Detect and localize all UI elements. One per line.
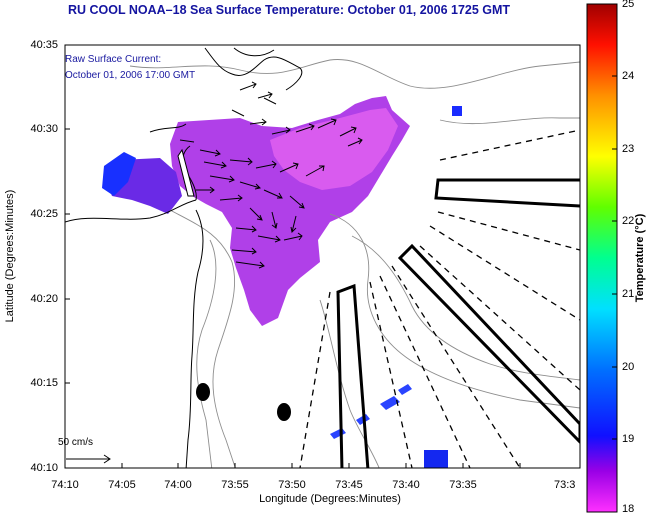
lat-tick-label: 40:30 bbox=[30, 123, 58, 135]
x-axis-label: Longitude (Degrees:Minutes) bbox=[259, 493, 401, 505]
colorbar bbox=[586, 3, 618, 513]
colorbar-title: Temperature (°C) bbox=[634, 213, 646, 303]
lon-tick-label: 73:50 bbox=[278, 479, 306, 491]
axis-ticks bbox=[65, 44, 521, 468]
scale-label: 50 cm/s bbox=[58, 437, 94, 448]
survey-boxes bbox=[336, 178, 580, 468]
sst-patch-north bbox=[452, 106, 462, 116]
lat-tick-label: 40:15 bbox=[30, 377, 58, 389]
sst-patch-se-4 bbox=[398, 384, 412, 395]
colorbar-tick-label: 19 bbox=[622, 433, 635, 445]
colorbar-ticks bbox=[612, 75, 617, 440]
lat-tick-label: 40:20 bbox=[30, 293, 58, 305]
colorbar-tick-label: 21 bbox=[622, 288, 635, 300]
lon-tick-label: 74:00 bbox=[164, 479, 192, 491]
current-vectors bbox=[179, 81, 363, 269]
lon-tick-label: 73:35 bbox=[449, 479, 477, 491]
current-annotation-line1: Raw Surface Current: bbox=[65, 54, 162, 65]
buoy-marker bbox=[196, 383, 210, 401]
buoy-marker bbox=[277, 403, 291, 421]
transect-lines bbox=[299, 129, 580, 468]
colorbar-tick-label: 24 bbox=[622, 70, 635, 82]
lon-tick-label: 74:10 bbox=[51, 479, 79, 491]
survey-box-south bbox=[336, 283, 370, 468]
lat-tick-label: 40:35 bbox=[30, 39, 58, 51]
survey-box-diagonal bbox=[397, 243, 580, 445]
sst-patch-se-2 bbox=[380, 396, 400, 410]
sst-patch-west-blue bbox=[102, 152, 136, 196]
colorbar-tick-label: 18 bbox=[622, 503, 635, 515]
sst-patch-se-3 bbox=[330, 428, 346, 439]
map-title: RU COOL NOAA–18 Sea Surface Temperature:… bbox=[68, 3, 511, 17]
colorbar-tick-label: 25 bbox=[622, 0, 635, 10]
y-axis-label: Latitude (Degrees:Minutes) bbox=[4, 189, 16, 323]
scale-arrow bbox=[66, 454, 111, 464]
lon-tick-label: 73:45 bbox=[335, 479, 363, 491]
colorbar-tick-label: 23 bbox=[622, 143, 635, 155]
coastline bbox=[65, 47, 303, 468]
sst-patch-se-1 bbox=[424, 450, 448, 468]
sst-patch-warm bbox=[270, 108, 398, 190]
lon-tick-label: 73:3 bbox=[554, 479, 576, 491]
lat-tick-label: 40:25 bbox=[30, 208, 58, 220]
lat-tick-label: 40:10 bbox=[30, 462, 58, 474]
colorbar-tick-label: 22 bbox=[622, 215, 635, 227]
colorbar-tick-label: 20 bbox=[622, 361, 635, 373]
lon-tick-label: 74:05 bbox=[108, 479, 136, 491]
current-annotation-line2: October 01, 2006 17:00 GMT bbox=[65, 70, 196, 81]
sst-patches bbox=[102, 96, 462, 468]
lon-tick-label: 73:55 bbox=[221, 479, 249, 491]
survey-box-east bbox=[434, 178, 580, 208]
plot-frame bbox=[64, 44, 581, 469]
lon-tick-label: 73:40 bbox=[392, 479, 420, 491]
